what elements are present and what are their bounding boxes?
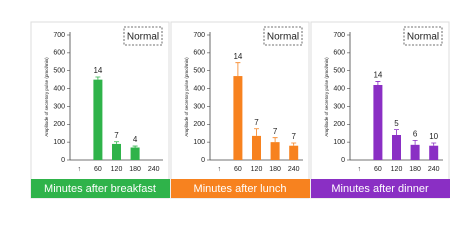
bar	[93, 79, 103, 160]
x-tick-label: ↑	[358, 166, 362, 173]
annotation-text: Normal	[407, 32, 439, 43]
x-tick-label: ↑	[78, 166, 82, 173]
bar-label: 14	[373, 71, 382, 80]
error-bar	[95, 76, 101, 80]
y-tick-label: 400	[333, 85, 345, 92]
x-tick-label: 120	[111, 166, 123, 173]
error-bar	[254, 128, 259, 136]
y-tick-label: 200	[53, 121, 65, 128]
annotation: Normal	[123, 26, 163, 46]
y-tick-label: 500	[193, 68, 205, 75]
y-tick-label: 0	[341, 157, 345, 164]
error-bar	[375, 81, 381, 85]
x-tick-label: 180	[129, 166, 141, 173]
bar	[410, 144, 420, 160]
bar	[252, 135, 261, 160]
x-tick-label: 60	[94, 166, 102, 173]
annotation: Normal	[263, 26, 303, 46]
y-tick-label: 700	[333, 32, 345, 39]
x-label-band	[311, 179, 450, 198]
x-tick-label: 120	[391, 166, 403, 173]
bar	[233, 76, 243, 160]
annotation-text: Normal	[267, 32, 299, 43]
annotation-text: Normal	[127, 32, 159, 43]
x-tick-label: 240	[288, 166, 300, 173]
x-tick-label: 60	[234, 166, 242, 173]
y-tick-label: 100	[333, 139, 345, 146]
bar-label: 7	[273, 127, 278, 136]
x-axis-label: Minutes after breakfast	[44, 183, 156, 195]
annotation-box	[403, 26, 443, 46]
bar	[112, 143, 121, 160]
y-tick-label: 200	[193, 121, 205, 128]
y-axis-label: Amplitude of secretory pulse (pmol/min)	[184, 57, 189, 137]
y-tick-label: 600	[53, 50, 65, 57]
error-bar	[235, 62, 241, 77]
x-tick-label: 240	[148, 166, 160, 173]
x-axis-label: Minutes after dinner	[331, 183, 429, 195]
y-tick-label: 500	[53, 68, 65, 75]
y-tick-label: 0	[61, 157, 65, 164]
y-tick-label: 500	[333, 68, 345, 75]
bar-label: 14	[93, 66, 102, 75]
figure: Amplitude of secretory pulse (pmol/min) 0…	[30, 21, 450, 199]
bar-label: 7	[291, 132, 296, 141]
y-tick-label: 300	[333, 103, 345, 110]
x-tick-label: 180	[409, 166, 421, 173]
annotation-box	[263, 26, 303, 46]
y-tick-label: 700	[193, 32, 205, 39]
bar-label: 5	[394, 119, 399, 128]
bar-label: 10	[429, 132, 438, 141]
y-tick-label: 0	[201, 157, 205, 164]
x-tick-label: ↑	[218, 166, 222, 173]
error-bar	[114, 141, 119, 144]
y-tick-label: 200	[333, 121, 345, 128]
bar	[270, 142, 280, 160]
y-tick-label: 600	[193, 50, 205, 57]
y-tick-label: 400	[53, 85, 65, 92]
bar	[392, 135, 401, 160]
x-tick-label: 60	[374, 166, 382, 173]
error-bar	[394, 129, 399, 135]
x-label-band	[31, 179, 170, 198]
annotation-box	[123, 26, 163, 46]
annotation: Normal	[403, 26, 443, 46]
bar	[373, 85, 383, 160]
bar	[289, 145, 299, 160]
y-tick-label: 300	[53, 103, 65, 110]
x-tick-label: 120	[251, 166, 263, 173]
bar-label: 14	[233, 52, 242, 61]
x-tick-label: 240	[428, 166, 440, 173]
x-label-band	[171, 179, 310, 198]
error-bar	[132, 145, 138, 148]
y-tick-label: 700	[53, 32, 65, 39]
x-axis-label: Minutes after lunch	[194, 183, 287, 195]
bar-label: 7	[114, 131, 119, 140]
error-bar	[412, 139, 418, 145]
y-tick-label: 600	[333, 50, 345, 57]
y-tick-label: 300	[193, 103, 205, 110]
bar-label: 4	[133, 135, 138, 144]
y-tick-label: 100	[193, 139, 205, 146]
error-bar	[291, 142, 297, 146]
error-bar	[431, 142, 437, 146]
bar-label: 7	[254, 118, 259, 127]
y-tick-label: 400	[193, 85, 205, 92]
x-tick-label: 180	[269, 166, 281, 173]
bar	[429, 145, 439, 160]
y-axis-label: Amplitude of secretory pulse (pmol/min)	[44, 57, 49, 137]
bar-label: 6	[413, 129, 418, 138]
y-tick-label: 100	[53, 139, 65, 146]
error-bar	[272, 137, 278, 143]
y-axis-label: Amplitude of secretory pulse (pmol/min)	[324, 57, 329, 137]
bar	[130, 147, 140, 160]
